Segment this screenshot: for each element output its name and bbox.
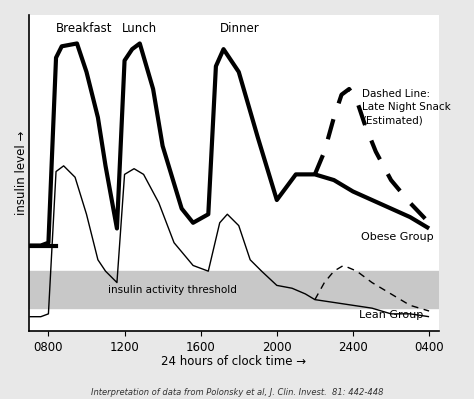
Y-axis label: insulin level →: insulin level → bbox=[15, 131, 28, 215]
Text: Interpretation of data from Polonsky et al, J. Clin. Invest.  81: 442-448: Interpretation of data from Polonsky et … bbox=[91, 388, 383, 397]
Text: Dinner: Dinner bbox=[220, 22, 259, 35]
Bar bbox=[29, 271, 438, 308]
Text: insulin activity threshold: insulin activity threshold bbox=[108, 284, 237, 294]
Text: Lean Group: Lean Group bbox=[359, 310, 423, 320]
Text: Breakfast: Breakfast bbox=[56, 22, 112, 35]
Text: Lunch: Lunch bbox=[122, 22, 157, 35]
X-axis label: 24 hours of clock time →: 24 hours of clock time → bbox=[162, 355, 307, 368]
Text: Obese Group: Obese Group bbox=[361, 232, 433, 242]
Text: Dashed Line:
Late Night Snack
(Estimated): Dashed Line: Late Night Snack (Estimated… bbox=[363, 89, 451, 125]
